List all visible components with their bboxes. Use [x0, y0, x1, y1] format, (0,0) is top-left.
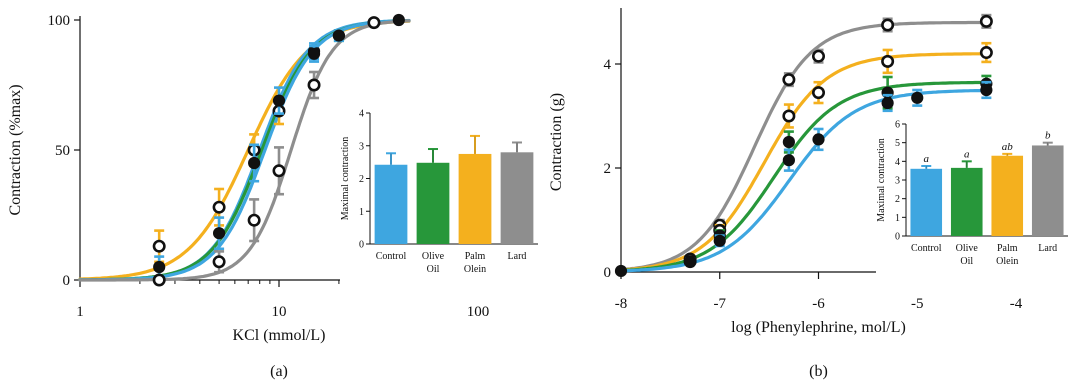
- inset-category-label: Palm: [997, 243, 1018, 254]
- data-point-filled: [392, 13, 405, 27]
- data-point-filled: [614, 264, 628, 278]
- y-tick-label: 50: [55, 143, 70, 159]
- x-tick-label: 10: [272, 304, 287, 320]
- panel-label: (a): [270, 363, 288, 380]
- y-tick-label: 2: [604, 161, 612, 177]
- data-point-open: [979, 46, 993, 60]
- inset_b-inset: 0 1 2 3 4 5 6 Maximal contraction a Control a Olive…: [876, 118, 1074, 282]
- inset-y-tick-label: 0: [895, 232, 900, 243]
- data-point-filled: [332, 29, 346, 42]
- bar-control: [910, 168, 943, 236]
- inset-y-tick-label: 3: [359, 141, 364, 152]
- bar-palm-olein: [991, 155, 1024, 236]
- data-point-open: [272, 164, 286, 178]
- bar-lard: [500, 152, 534, 244]
- x-tick-label: 100: [467, 304, 490, 320]
- data-point-open: [307, 78, 321, 92]
- inset-category-label: Oil: [427, 264, 440, 275]
- inset-y-tick-label: 4: [895, 157, 900, 168]
- data-point-filled: [713, 234, 726, 247]
- data-point-open: [811, 49, 825, 63]
- data-point-filled: [212, 227, 226, 240]
- data-point-open: [811, 86, 825, 100]
- inset-category-label: Control: [376, 251, 407, 262]
- y-tick-label: 0: [63, 273, 71, 289]
- bar-olive-oil: [416, 162, 450, 244]
- inset-y-tick-label: 3: [895, 176, 900, 187]
- data-point-filled: [307, 47, 321, 60]
- inset-category-label: Olein: [996, 256, 1018, 267]
- series-curve-olive-oil: [619, 80, 988, 273]
- data-point-open: [367, 16, 381, 30]
- x-tick-label: 1: [76, 304, 84, 320]
- significance-letter: b: [1045, 130, 1051, 142]
- x-tick-label: -5: [911, 296, 924, 312]
- data-point-open: [881, 54, 895, 68]
- y-tick-label: 0: [604, 265, 612, 281]
- x-axis-label: log (Phenylephrine, mol/L): [731, 319, 906, 336]
- y-axis-label: Contraction (%max): [7, 84, 24, 215]
- inset-y-tick-label: 1: [359, 207, 364, 218]
- significance-letter: a: [964, 148, 970, 160]
- data-point-filled: [782, 154, 795, 167]
- data-point-filled: [980, 83, 993, 97]
- data-point-open: [212, 255, 226, 269]
- data-point-open: [152, 239, 166, 253]
- data-point-open: [152, 273, 166, 287]
- y-axis-label: Contraction (g): [548, 93, 565, 191]
- series-curve-lard: [78, 19, 411, 282]
- inset-y-axis-label: Maximal contraction: [876, 138, 887, 222]
- data-point-filled: [812, 133, 825, 146]
- data-point-filled: [272, 94, 286, 107]
- series-curve-lard: [619, 20, 988, 272]
- inset-category-label: Lard: [508, 251, 527, 262]
- inset-category-label: Olein: [464, 264, 486, 275]
- x-axis-label: KCl (mmol/L): [233, 327, 326, 344]
- inset-y-tick-label: 2: [359, 174, 364, 185]
- y-tick-label: 4: [604, 57, 612, 73]
- data-point-open: [782, 109, 796, 123]
- data-point-filled: [782, 135, 795, 149]
- inset_a-inset: 0 1 2 3 4 Maximal contraction Control Olive Oil P…: [340, 107, 544, 290]
- bar-control: [374, 164, 408, 244]
- bar-lard: [1031, 145, 1064, 236]
- significance-letter: a: [924, 153, 930, 165]
- x-tick-label: -4: [1010, 296, 1023, 312]
- data-point-filled: [881, 96, 894, 110]
- data-point-open: [782, 73, 796, 87]
- inset-y-tick-label: 4: [359, 109, 364, 120]
- x-tick-label: -8: [615, 296, 628, 312]
- data-point-open: [247, 213, 261, 227]
- data-point-filled: [911, 91, 924, 104]
- inset-category-label: Olive: [422, 251, 445, 262]
- data-point-filled: [248, 156, 261, 170]
- inset-y-tick-label: 5: [895, 138, 900, 149]
- inset-category-label: Lard: [1038, 243, 1057, 254]
- data-point-open: [979, 14, 993, 28]
- inset-category-label: Control: [911, 243, 942, 254]
- inset-y-tick-label: 0: [359, 240, 364, 251]
- bar-olive-oil: [950, 167, 983, 236]
- inset-y-axis-label: Maximal contraction: [340, 137, 351, 221]
- bar-palm-olein: [458, 153, 492, 244]
- data-point-filled: [684, 255, 697, 268]
- inset-y-tick-label: 6: [895, 120, 900, 131]
- inset-y-tick-label: 2: [895, 194, 900, 205]
- series-curve-palm-olein: [619, 52, 988, 272]
- x-tick-label: -6: [812, 296, 825, 312]
- y-tick-label: 100: [48, 13, 71, 29]
- inset-category-label: Olive: [956, 243, 979, 254]
- inset-category-label: Oil: [960, 256, 973, 267]
- inset-y-tick-label: 1: [895, 213, 900, 224]
- data-point-open: [881, 18, 895, 32]
- x-tick-label: -7: [714, 296, 727, 312]
- inset-category-label: Palm: [465, 251, 486, 262]
- data-point-open: [212, 200, 226, 214]
- significance-letter: ab: [1002, 141, 1014, 153]
- data-point-filled: [153, 260, 166, 274]
- panel-label: (b): [809, 363, 828, 380]
- series-curve-control: [619, 88, 988, 273]
